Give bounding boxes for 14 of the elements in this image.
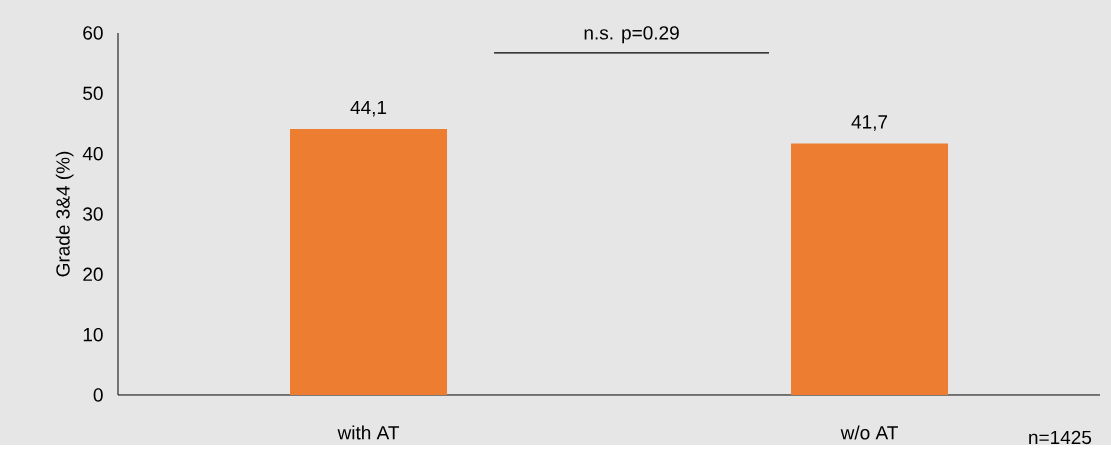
y-tick-label: 40 (82, 147, 103, 161)
y-tick-label: 20 (83, 267, 103, 282)
x-tick-label: with AT (337, 425, 400, 440)
data-label: 44,1 (350, 101, 387, 117)
data-label: 41,7 (851, 115, 888, 132)
y-tick-label: 60 (83, 26, 103, 40)
x-tick-label: w/o AT (840, 425, 898, 440)
annotation: n.s. p=0.29 (584, 26, 679, 44)
y-tick-label: 30 (83, 207, 103, 221)
y-axis-title: Grade 3&4 (%) (55, 152, 74, 277)
y-tick-label: 50 (83, 86, 103, 101)
y-tick-label: 10 (83, 328, 103, 342)
text: n=1425 (1029, 430, 1092, 445)
y-tick-label: 0 (93, 388, 103, 402)
